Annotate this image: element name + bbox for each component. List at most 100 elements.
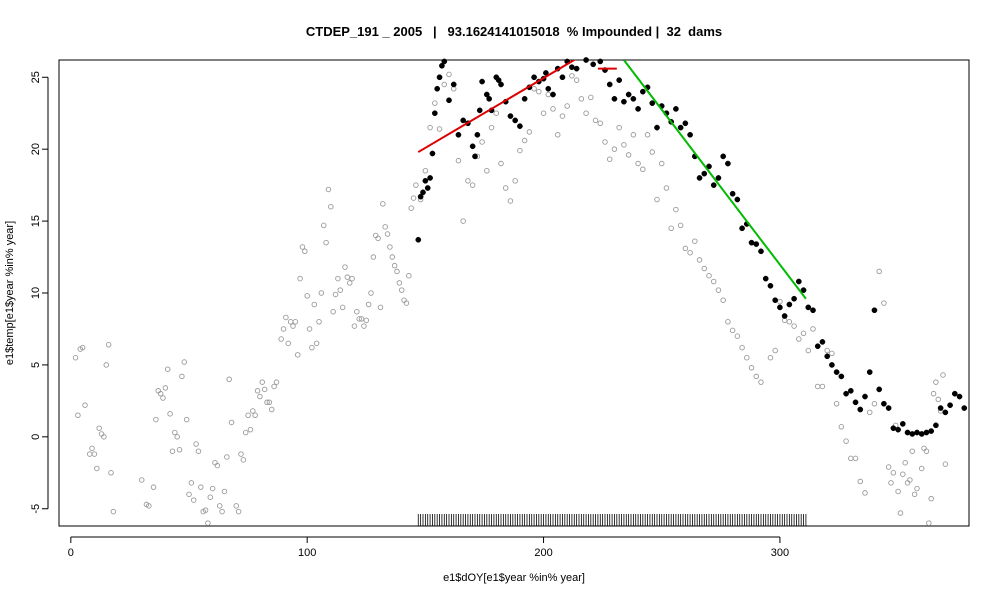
highlight-point xyxy=(951,390,958,397)
data-point xyxy=(247,426,254,433)
data-point xyxy=(526,129,533,135)
data-point xyxy=(110,508,117,515)
highlight-point xyxy=(923,429,930,436)
data-point xyxy=(507,198,514,204)
data-point xyxy=(814,383,821,390)
data-point xyxy=(294,352,301,358)
data-point xyxy=(583,110,589,116)
data-point xyxy=(805,347,812,354)
data-point xyxy=(479,139,485,145)
data-point xyxy=(710,278,717,285)
data-point xyxy=(311,301,318,308)
data-point xyxy=(942,461,949,467)
data-point xyxy=(309,344,315,351)
highlight-point xyxy=(885,405,892,411)
data-point xyxy=(696,257,703,263)
data-point xyxy=(498,160,504,167)
data-point xyxy=(198,484,204,490)
data-point xyxy=(687,249,693,256)
data-point xyxy=(692,238,698,244)
data-point xyxy=(238,451,244,457)
data-point xyxy=(911,491,918,498)
data-point xyxy=(304,293,310,299)
data-point xyxy=(302,248,308,255)
highlight-point xyxy=(439,62,445,69)
highlight-point xyxy=(431,110,438,117)
highlight-point xyxy=(914,429,920,436)
data-point xyxy=(843,438,849,444)
highlight-point xyxy=(606,81,613,88)
data-point xyxy=(266,399,273,406)
highlight-point xyxy=(687,131,693,138)
data-point xyxy=(91,451,98,457)
data-point xyxy=(663,185,670,191)
data-point xyxy=(105,342,112,348)
data-point xyxy=(550,106,556,112)
highlight-point xyxy=(904,429,911,436)
data-point xyxy=(245,412,251,419)
data-point xyxy=(772,347,778,354)
data-point xyxy=(252,412,258,419)
data-point xyxy=(214,462,221,469)
data-point xyxy=(540,110,547,116)
data-point xyxy=(202,507,209,513)
data-point xyxy=(398,287,405,293)
data-point xyxy=(928,495,934,502)
highlight-point xyxy=(876,386,883,393)
highlight-point xyxy=(847,387,854,394)
highlight-point xyxy=(829,362,835,368)
highlight-point xyxy=(417,193,424,200)
data-point xyxy=(469,182,476,188)
data-point xyxy=(287,319,294,325)
highlight-point xyxy=(758,248,764,255)
highlight-point xyxy=(956,393,963,400)
highlight-point xyxy=(422,177,429,184)
data-point xyxy=(306,326,313,332)
y-tick-label: 0 xyxy=(30,434,42,440)
data-point xyxy=(164,366,171,372)
highlight-point xyxy=(569,64,575,71)
highlight-point xyxy=(616,77,623,83)
highlight-point xyxy=(639,88,646,95)
data-point xyxy=(658,160,665,167)
data-point xyxy=(174,434,180,440)
data-point xyxy=(181,359,188,365)
highlight-point xyxy=(635,106,641,112)
y-tick-label: 20 xyxy=(30,143,42,155)
highlight-point xyxy=(833,369,840,375)
data-point xyxy=(833,400,840,407)
data-point xyxy=(209,485,216,492)
data-point xyxy=(75,412,81,419)
data-point xyxy=(829,350,835,357)
data-point xyxy=(824,347,830,354)
data-point xyxy=(146,503,152,509)
highlight-point xyxy=(625,91,632,98)
data-point xyxy=(635,160,641,167)
highlight-point xyxy=(852,399,859,406)
data-point xyxy=(819,383,826,390)
data-point xyxy=(259,379,266,385)
data-point xyxy=(354,308,360,315)
data-point xyxy=(744,354,750,361)
y-tick-label: -5 xyxy=(30,504,42,514)
data-point xyxy=(361,323,367,329)
data-point xyxy=(86,451,93,457)
highlight-point xyxy=(786,301,793,308)
data-point xyxy=(150,484,157,490)
highlight-point xyxy=(583,57,589,63)
data-point xyxy=(356,316,362,322)
data-point xyxy=(848,455,854,462)
data-point xyxy=(926,520,932,526)
highlight-point xyxy=(777,304,783,311)
data-point xyxy=(406,272,412,279)
data-point xyxy=(384,231,391,237)
y-tick-label: 10 xyxy=(30,287,42,299)
highlight-point xyxy=(795,278,802,285)
data-point xyxy=(339,304,346,311)
data-point xyxy=(335,275,341,282)
data-point xyxy=(564,103,570,109)
data-point xyxy=(739,344,745,351)
highlight-point xyxy=(890,425,897,432)
data-point xyxy=(597,120,604,127)
data-point xyxy=(460,218,466,224)
